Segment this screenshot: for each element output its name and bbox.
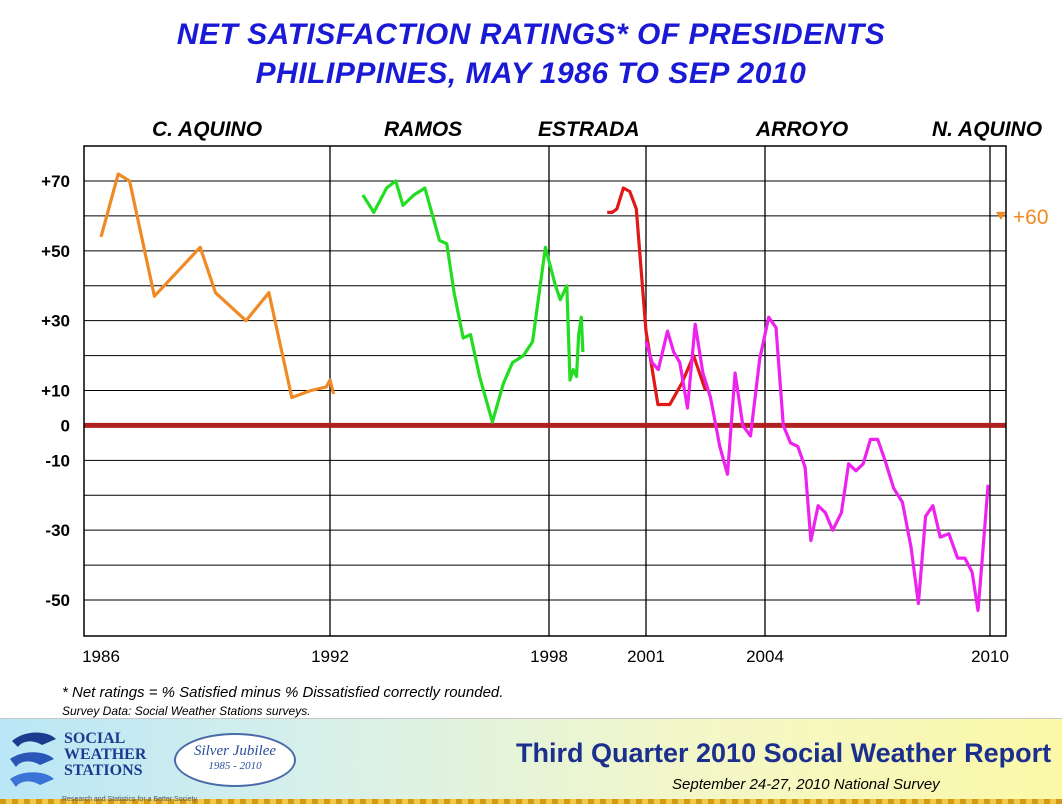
sws-logo-icon bbox=[10, 732, 56, 787]
logo-word-social: SOCIAL bbox=[64, 730, 126, 747]
president-label-estrada: ESTRADA bbox=[538, 118, 640, 141]
logo-word-weather: WEATHER bbox=[64, 746, 147, 763]
x-tick-label: 2001 bbox=[627, 647, 665, 666]
x-tick-label: 1986 bbox=[82, 647, 120, 666]
y-tick-label: +50 bbox=[41, 242, 70, 261]
y-tick-label: -50 bbox=[45, 591, 70, 610]
president-label-n-aquino: N. AQUINO bbox=[932, 118, 1043, 141]
axis-labels: +70 +50 +30 +10 0 -10 -30 -50 1986 1992 1998 2001 20… bbox=[41, 172, 1009, 666]
x-tick-label: 2010 bbox=[971, 647, 1009, 666]
report-subtitle: September 24-27, 2010 National Survey bbox=[672, 776, 940, 793]
badge-years: 1985 - 2010 bbox=[208, 760, 262, 772]
president-label-c-aquino: C. AQUINO bbox=[152, 118, 263, 141]
net-satisfaction-chart: +60 +70 +50 +30 +10 0 -10 -30 -50 1986 1992 1998 20… bbox=[41, 145, 1049, 666]
plot-frame bbox=[83, 145, 1007, 637]
chart-title-line1: NET SATISFACTION RATINGS* OF PRESIDENTS bbox=[176, 18, 886, 51]
badge-title: Silver Jubilee bbox=[193, 743, 277, 759]
x-tick-label: 1992 bbox=[311, 647, 349, 666]
y-tick-label: +30 bbox=[41, 312, 70, 331]
silver-jubilee-badge: Silver Jubilee 1985 - 2010 bbox=[174, 733, 296, 787]
chart-title-line2: PHILIPPINES, MAY 1986 TO SEP 2010 bbox=[255, 57, 807, 90]
y-tick-label: +10 bbox=[41, 382, 70, 401]
series-lines: +60 bbox=[99, 172, 1049, 613]
logo-tagline: Research and Statistics for a Better Soc… bbox=[62, 796, 198, 803]
logo-word-stations: STATIONS bbox=[64, 762, 143, 779]
footnote: * Net ratings = % Satisfied minus % Diss… bbox=[62, 684, 504, 701]
term-dividers bbox=[329, 146, 991, 636]
president-label-arroyo: ARROYO bbox=[756, 118, 849, 141]
x-tick-label: 2004 bbox=[746, 647, 784, 666]
n-aquino-point bbox=[995, 211, 1006, 220]
y-tick-label: -10 bbox=[45, 451, 70, 470]
x-tick-label: 1998 bbox=[530, 647, 568, 666]
series-line-3 bbox=[644, 315, 990, 613]
y-tick-label: +70 bbox=[41, 172, 70, 191]
footer-stripe bbox=[0, 799, 1062, 804]
series-line-1 bbox=[361, 179, 585, 424]
report-title: Third Quarter 2010 Social Weather Report bbox=[516, 738, 1052, 768]
president-label-ramos: RAMOS bbox=[384, 118, 463, 141]
gridlines bbox=[84, 180, 1006, 601]
y-tick-label: 0 bbox=[61, 416, 70, 435]
series-line-0 bbox=[99, 172, 336, 400]
y-tick-label: -30 bbox=[45, 521, 70, 540]
source-note: Survey Data: Social Weather Stations sur… bbox=[62, 704, 311, 718]
n-aquino-value-label: +60 bbox=[1013, 206, 1049, 229]
